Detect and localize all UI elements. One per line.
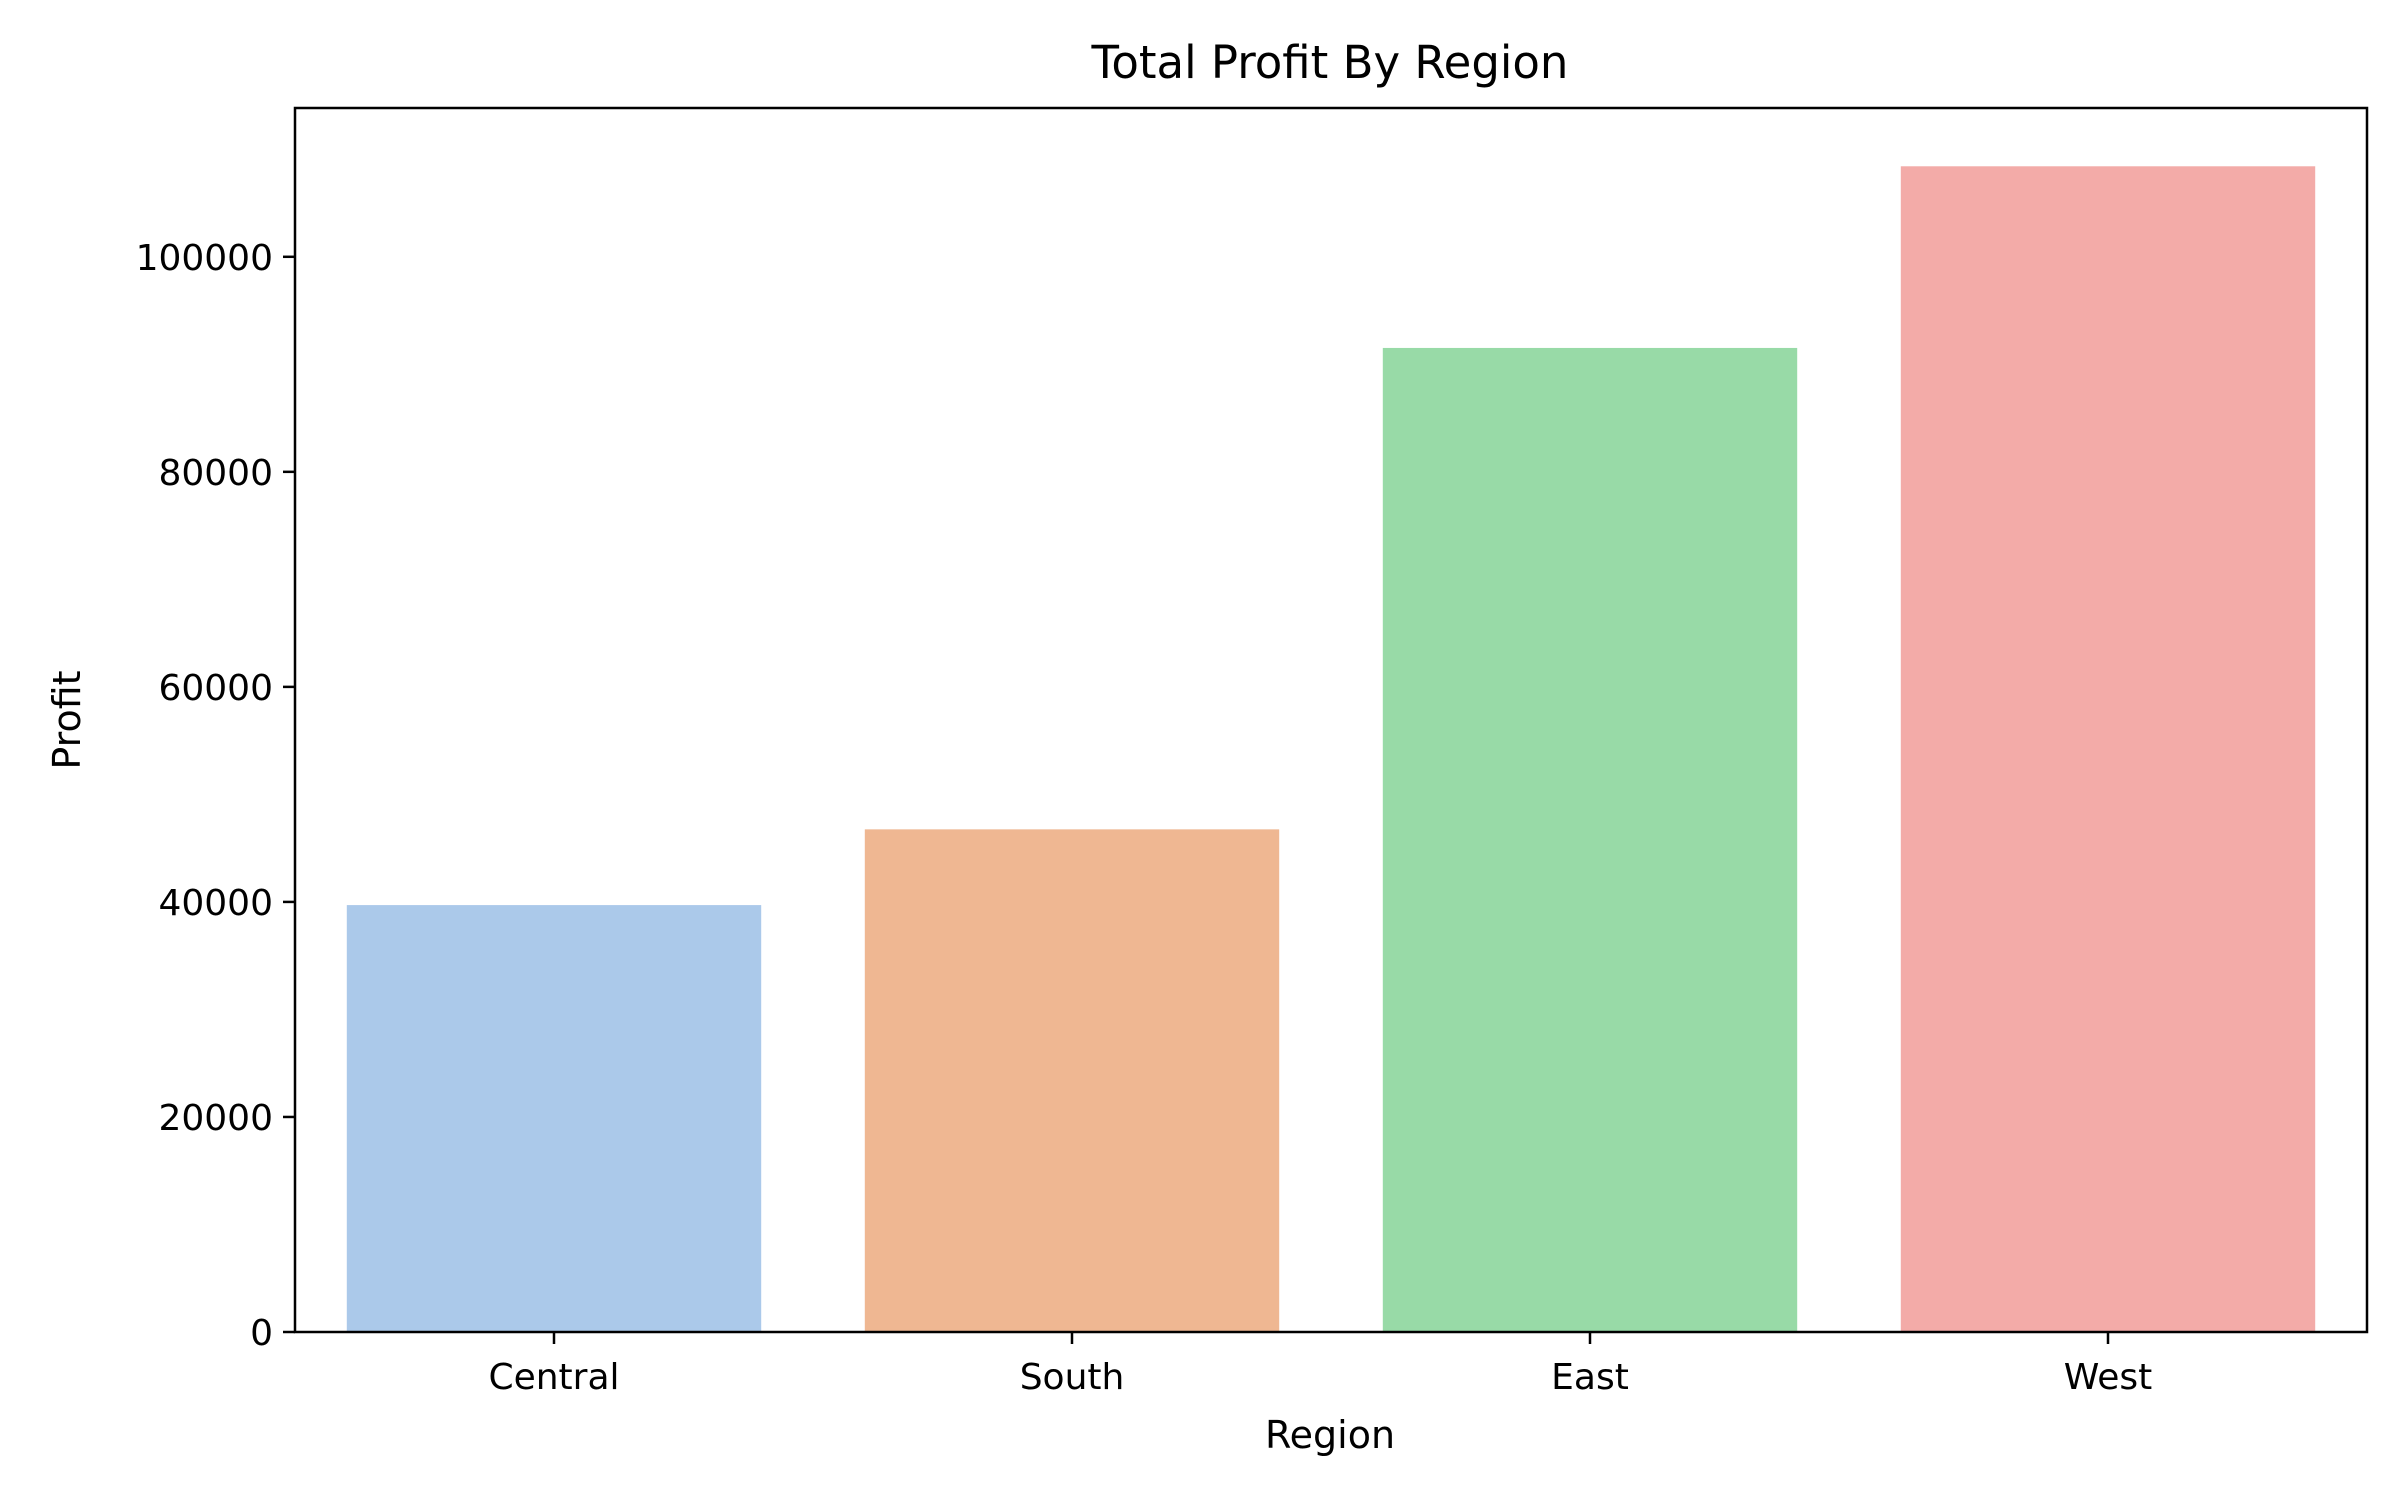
y-axis-label: Profit (45, 670, 89, 769)
plot-frame (293, 106, 2369, 1334)
chart-title: Total Profit By Region (1091, 36, 1569, 89)
bar-east (1382, 347, 1798, 1332)
y-tick-label: 0 (250, 1313, 273, 1354)
y-tick-label: 100000 (136, 238, 273, 279)
y-tick-label: 60000 (158, 668, 273, 709)
y-axis: 0 20000 40000 60000 80000 100000 (136, 238, 295, 1354)
bar-central (346, 905, 762, 1332)
y-tick-label: 20000 (158, 1098, 273, 1139)
y-tick-label: 80000 (158, 453, 273, 494)
bars-group (346, 166, 2316, 1332)
x-axis: Central South East West (488, 1332, 2152, 1398)
x-tick-label: South (1020, 1357, 1125, 1398)
x-axis-label: Region (1265, 1413, 1395, 1457)
x-tick-label: West (2064, 1357, 2153, 1398)
bar-south (864, 829, 1280, 1332)
y-tick-label: 40000 (158, 883, 273, 924)
x-tick-label: Central (488, 1357, 619, 1398)
bar-west (1900, 166, 2316, 1332)
x-tick-label: East (1551, 1357, 1629, 1398)
